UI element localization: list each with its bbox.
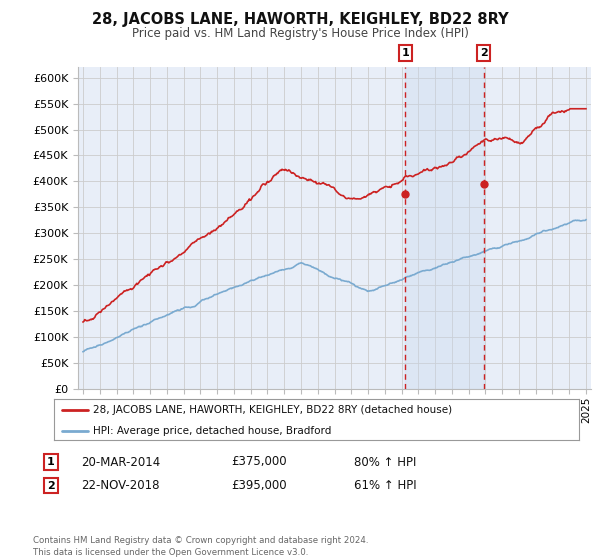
Text: Contains HM Land Registry data © Crown copyright and database right 2024.
This d: Contains HM Land Registry data © Crown c… xyxy=(33,536,368,557)
Text: 1: 1 xyxy=(401,48,409,58)
Text: Price paid vs. HM Land Registry's House Price Index (HPI): Price paid vs. HM Land Registry's House … xyxy=(131,27,469,40)
Text: 1: 1 xyxy=(47,457,55,467)
Text: 61% ↑ HPI: 61% ↑ HPI xyxy=(354,479,416,492)
Text: 20-MAR-2014: 20-MAR-2014 xyxy=(81,455,160,469)
Text: HPI: Average price, detached house, Bradford: HPI: Average price, detached house, Brad… xyxy=(94,426,332,436)
Text: 80% ↑ HPI: 80% ↑ HPI xyxy=(354,455,416,469)
Text: 28, JACOBS LANE, HAWORTH, KEIGHLEY, BD22 8RY: 28, JACOBS LANE, HAWORTH, KEIGHLEY, BD22… xyxy=(92,12,508,27)
Text: £395,000: £395,000 xyxy=(231,479,287,492)
Text: 22-NOV-2018: 22-NOV-2018 xyxy=(81,479,160,492)
Text: 28, JACOBS LANE, HAWORTH, KEIGHLEY, BD22 8RY (detached house): 28, JACOBS LANE, HAWORTH, KEIGHLEY, BD22… xyxy=(94,405,452,415)
Bar xyxy=(405,67,484,389)
Text: £375,000: £375,000 xyxy=(231,455,287,469)
Text: 2: 2 xyxy=(480,48,488,58)
Text: 2: 2 xyxy=(47,480,55,491)
